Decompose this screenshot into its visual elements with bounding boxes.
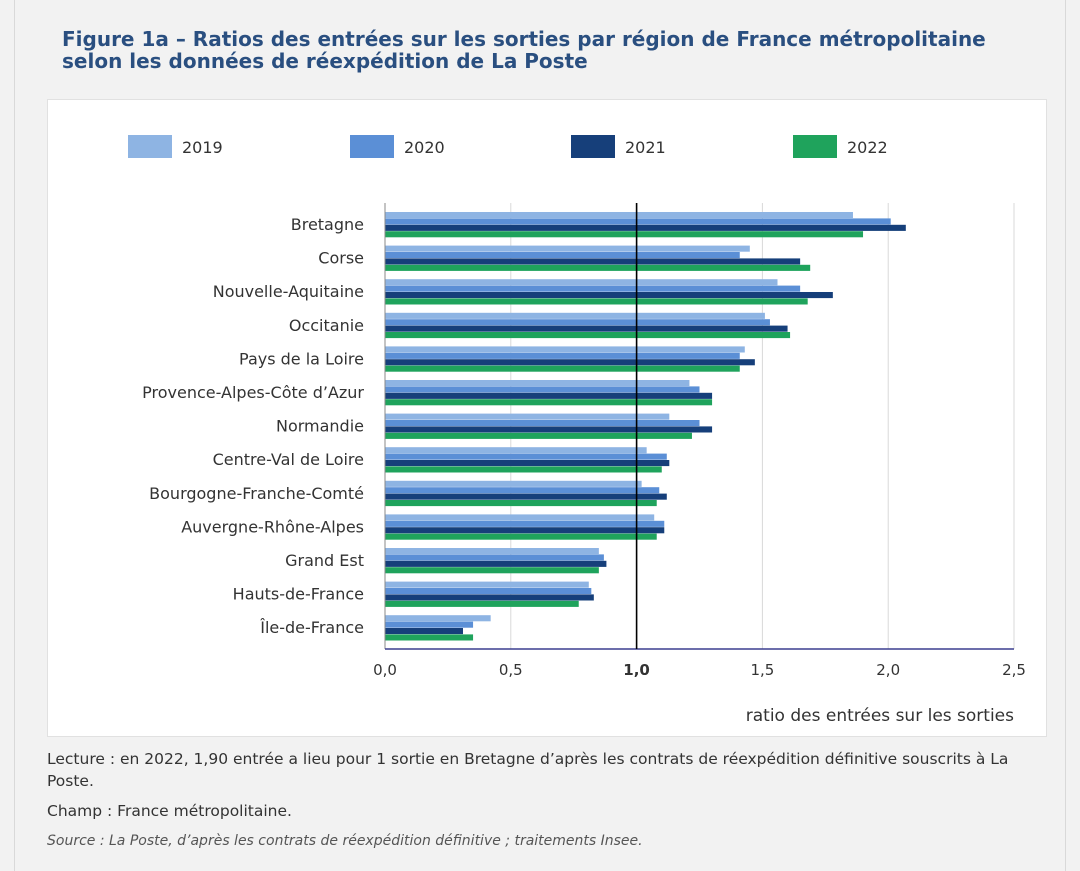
category-label: Nouvelle-Aquitaine <box>213 282 364 301</box>
legend-swatch-2019 <box>128 135 172 158</box>
category-label: Bourgogne-Franche-Comté <box>149 484 364 503</box>
x-tick-label: 2,5 <box>1002 661 1026 679</box>
legend-swatch-2020 <box>350 135 394 158</box>
bar-2021 <box>385 325 788 332</box>
bar-2022 <box>385 500 657 507</box>
legend-swatch-2022 <box>793 135 837 158</box>
x-tick-label: 1,0 <box>623 661 650 679</box>
bar-2020 <box>385 554 604 561</box>
bar-2019 <box>385 514 655 521</box>
figure-notes: Lecture : en 2022, 1,90 entrée a lieu po… <box>47 748 1047 860</box>
category-label: Occitanie <box>289 316 364 335</box>
legend-swatch-2021 <box>571 135 615 158</box>
x-tick-label: 0,0 <box>373 661 397 679</box>
bar-2020 <box>385 386 700 393</box>
bar-2019 <box>385 279 778 286</box>
category-label: Auvergne-Rhône-Alpes <box>181 517 364 536</box>
bar-2019 <box>385 447 647 454</box>
x-tick-label: 0,5 <box>499 661 523 679</box>
bar-2020 <box>385 420 700 427</box>
bar-2022 <box>385 332 791 339</box>
legend-label-2021: 2021 <box>625 138 666 157</box>
bar-2020 <box>385 319 770 326</box>
category-label: Grand Est <box>285 551 364 570</box>
legend-label-2022: 2022 <box>847 138 888 157</box>
bar-2019 <box>385 212 853 219</box>
x-tick-label: 2,0 <box>876 661 900 679</box>
category-label: Île-de-France <box>259 618 364 637</box>
bar-2020 <box>385 352 740 359</box>
bar-2019 <box>385 581 589 588</box>
bar-2020 <box>385 588 592 595</box>
bar-2019 <box>385 480 642 487</box>
bar-2019 <box>385 312 765 319</box>
bar-2020 <box>385 453 667 460</box>
bar-2020 <box>385 487 660 494</box>
bar-2022 <box>385 298 808 305</box>
bar-2020 <box>385 621 474 628</box>
source-note: Source : La Poste, d’après les contrats … <box>47 833 643 849</box>
bar-chart: 2019 2020 2021 2022 Bretagne Corse Nouvelle-Aq… <box>128 135 1026 726</box>
legend-label-2019: 2019 <box>182 138 223 157</box>
bar-2021 <box>385 392 713 399</box>
bar-2019 <box>385 615 491 622</box>
category-label: Centre-Val de Loire <box>213 450 364 469</box>
bar-2019 <box>385 413 670 420</box>
bar-2021 <box>385 292 833 299</box>
bar-2020 <box>385 218 891 225</box>
scope-note: Champ : France métropolitaine. <box>47 802 292 820</box>
bar-2021 <box>385 426 713 433</box>
bar-2021 <box>385 258 801 265</box>
x-axis-title: ratio des entrées sur les sorties <box>746 706 1014 726</box>
bar-2019 <box>385 245 750 252</box>
bar-2019 <box>385 548 599 555</box>
bar-2022 <box>385 466 662 473</box>
bar-2022 <box>385 365 740 372</box>
bar-2020 <box>385 252 740 259</box>
figure-title: Figure 1a – Ratios des entrées sur les s… <box>62 27 986 73</box>
category-label: Hauts-de-France <box>233 585 364 604</box>
category-label: Corse <box>318 249 364 268</box>
bar-2021 <box>385 493 667 500</box>
category-label: Bretagne <box>291 215 364 234</box>
category-label: Provence-Alpes-Côte d’Azur <box>142 383 364 402</box>
bar-2021 <box>385 224 906 231</box>
bar-2022 <box>385 533 657 540</box>
bar-2022 <box>385 264 811 271</box>
bar-2021 <box>385 628 463 635</box>
bar-2021 <box>385 594 594 601</box>
bar-2021 <box>385 359 755 366</box>
bar-2021 <box>385 460 670 467</box>
reading-note: Lecture : en 2022, 1,90 entrée a lieu po… <box>47 750 1009 790</box>
bar-2022 <box>385 600 579 607</box>
category-label: Normandie <box>276 417 364 436</box>
bar-2022 <box>385 231 864 238</box>
bar-2022 <box>385 399 713 406</box>
bar-2019 <box>385 346 745 353</box>
bar-2022 <box>385 634 474 641</box>
bar-2021 <box>385 527 665 534</box>
x-tick-label: 1,5 <box>750 661 774 679</box>
bar-2020 <box>385 520 665 527</box>
bar-2020 <box>385 285 801 292</box>
bar-2019 <box>385 380 690 387</box>
bar-2022 <box>385 432 692 439</box>
legend-label-2020: 2020 <box>404 138 445 157</box>
category-label: Pays de la Loire <box>239 349 364 368</box>
bar-2021 <box>385 560 607 567</box>
chart-panel: 2019 2020 2021 2022 Bretagne Corse Nouvelle-Aq… <box>47 99 1047 737</box>
bar-2022 <box>385 567 599 574</box>
